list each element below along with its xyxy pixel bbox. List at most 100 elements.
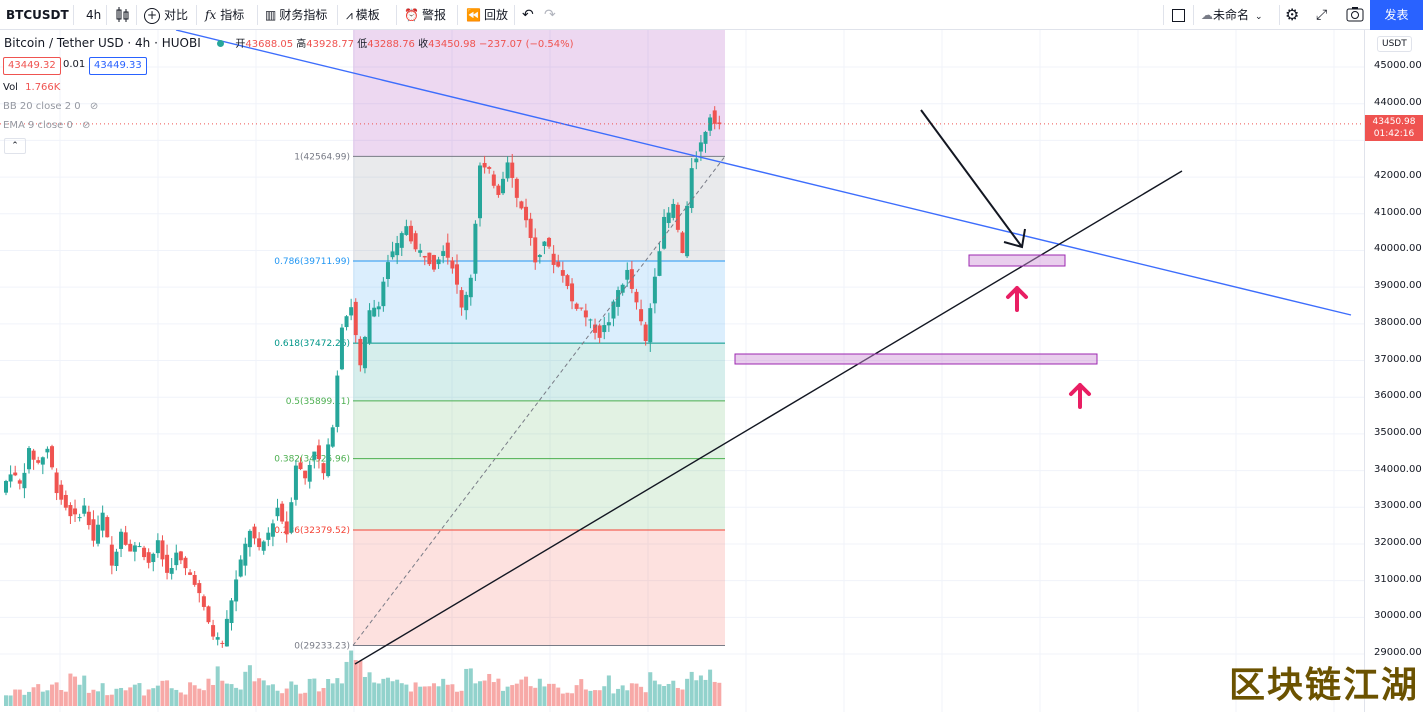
volume-bar	[307, 678, 312, 706]
bb-indicator-legend[interactable]: BB 20 close 2 0 ⊘	[3, 101, 98, 112]
financials-button[interactable]: ▥ 财务指标	[265, 0, 327, 30]
volume-bar	[151, 688, 156, 706]
fib-level-label: 0.236(32379.52)	[274, 526, 350, 536]
volume-bar	[59, 690, 64, 706]
fullscreen-toggle[interactable]	[1172, 0, 1185, 30]
volume-bar	[478, 681, 483, 706]
volume-bar	[427, 686, 432, 706]
templates-icon: ⩘	[346, 8, 353, 22]
symbol-search-button[interactable]: BTCUSDT	[6, 8, 69, 22]
drawings[interactable]	[0, 30, 1364, 665]
chart-style-button[interactable]	[114, 0, 132, 30]
candle-body	[307, 465, 312, 482]
volume-bar	[284, 688, 289, 706]
ema-indicator-legend[interactable]: EMA 9 close 0 ⊘	[3, 120, 90, 131]
volume-bar	[680, 689, 685, 706]
sell-price-button[interactable]: 43449.32	[3, 57, 61, 75]
candle-body	[224, 618, 229, 647]
publish-button[interactable]: 发表	[1370, 0, 1423, 30]
candle-body	[408, 225, 413, 242]
gear-icon[interactable]: ⚙	[1285, 5, 1300, 24]
indicators-button[interactable]: fx 指标	[205, 0, 244, 30]
low-label: 低	[357, 39, 368, 50]
candle-body	[639, 309, 644, 322]
candle-body	[666, 212, 671, 224]
collapse-legend-button[interactable]: ⌃	[4, 138, 26, 154]
compare-button[interactable]: + 对比	[144, 0, 188, 30]
volume-bar	[579, 679, 584, 706]
volume-legend: Vol 1.766K	[3, 82, 60, 93]
candle-body	[229, 600, 234, 624]
vol-label: Vol	[3, 82, 18, 93]
alerts-button[interactable]: ⏰ 警报	[404, 0, 446, 30]
candle-body	[77, 517, 82, 519]
fib-retracement[interactable]: 1(42564.99) 0.786(39711.99) 0.618(37472.26…	[274, 30, 725, 651]
axis-tick-label: 41000.00	[1374, 206, 1422, 218]
close-value: 43450.98	[428, 39, 476, 50]
currency-badge[interactable]: USDT	[1377, 36, 1412, 52]
last-price-label: 43450.98 01:42:16	[1365, 114, 1423, 141]
candle-body	[459, 290, 464, 308]
undo-icon[interactable]: ↶	[522, 7, 534, 23]
volume-bar	[169, 688, 174, 706]
axis-tick-label: 38000.00	[1374, 316, 1422, 328]
volume-bar	[77, 684, 82, 706]
volume-bar	[418, 686, 423, 706]
candle-body	[155, 540, 160, 554]
volume-bar	[597, 690, 602, 706]
toolbar-divider	[337, 5, 338, 25]
volume-bar	[514, 683, 519, 706]
candle-body	[349, 307, 354, 316]
volume-bar	[91, 689, 96, 706]
fib-zone	[353, 400, 725, 459]
ascending-trendline	[354, 170, 1183, 665]
volume-bar	[464, 668, 469, 706]
candles	[4, 106, 722, 648]
layout-name: 未命名	[1213, 8, 1250, 22]
volume-bar	[712, 681, 717, 706]
chart-pane[interactable]: 1(42564.99) 0.786(39711.99) 0.618(37472.26…	[0, 30, 1364, 712]
candle-body	[473, 223, 478, 274]
volume-bar	[395, 679, 400, 706]
layout-menu-button[interactable]: ☁未命名 ⌄	[1201, 0, 1263, 30]
volume-bar	[620, 685, 625, 706]
fib-zone	[353, 30, 725, 157]
volume-bar	[100, 683, 105, 706]
down-arrow-head	[1003, 228, 1026, 249]
volume-bar	[73, 676, 78, 706]
volume-bar	[671, 680, 676, 706]
templates-button[interactable]: ⩘ 模板	[346, 0, 380, 30]
axis-tick-label: 33000.00	[1374, 500, 1422, 512]
candle-body	[312, 451, 317, 460]
volume-bar	[128, 687, 133, 706]
price-axis[interactable]: USDT 29000.00 30000.00 31000.00 32000.00 330…	[1364, 30, 1423, 712]
fib-level-label: 0(29233.23)	[294, 641, 350, 651]
screenshot-button[interactable]	[1345, 0, 1365, 30]
up-arrow-icon	[1069, 383, 1091, 409]
candle-body	[413, 233, 418, 250]
candle-body	[431, 255, 436, 270]
eye-off-icon[interactable]: ⊘	[89, 101, 99, 112]
volume-bar	[491, 682, 496, 706]
candle-body	[303, 470, 308, 479]
interval-button[interactable]: 4h	[86, 8, 102, 22]
axis-tick-label: 37000.00	[1374, 353, 1422, 365]
volume-bar	[473, 683, 478, 706]
volume-bar	[441, 678, 446, 706]
replay-button[interactable]: ⏪ 回放	[466, 0, 508, 30]
volume-bar	[257, 678, 262, 706]
candle-body	[671, 203, 676, 218]
spread-value: 0.01	[63, 59, 86, 70]
volume-bar	[381, 678, 386, 706]
candle-body	[289, 502, 294, 533]
axis-tick-label: 31000.00	[1374, 573, 1422, 585]
buy-price-button[interactable]: 43449.33	[89, 57, 147, 75]
volume-bar	[13, 689, 18, 706]
candle-body	[662, 216, 667, 249]
volume-bar	[629, 683, 634, 706]
eye-off-icon[interactable]: ⊘	[82, 120, 91, 131]
redo-icon[interactable]: ↷	[544, 7, 556, 23]
candle-body	[629, 269, 634, 289]
expand-icon[interactable]: ⤢	[1316, 7, 1328, 23]
candle-body	[142, 547, 147, 558]
